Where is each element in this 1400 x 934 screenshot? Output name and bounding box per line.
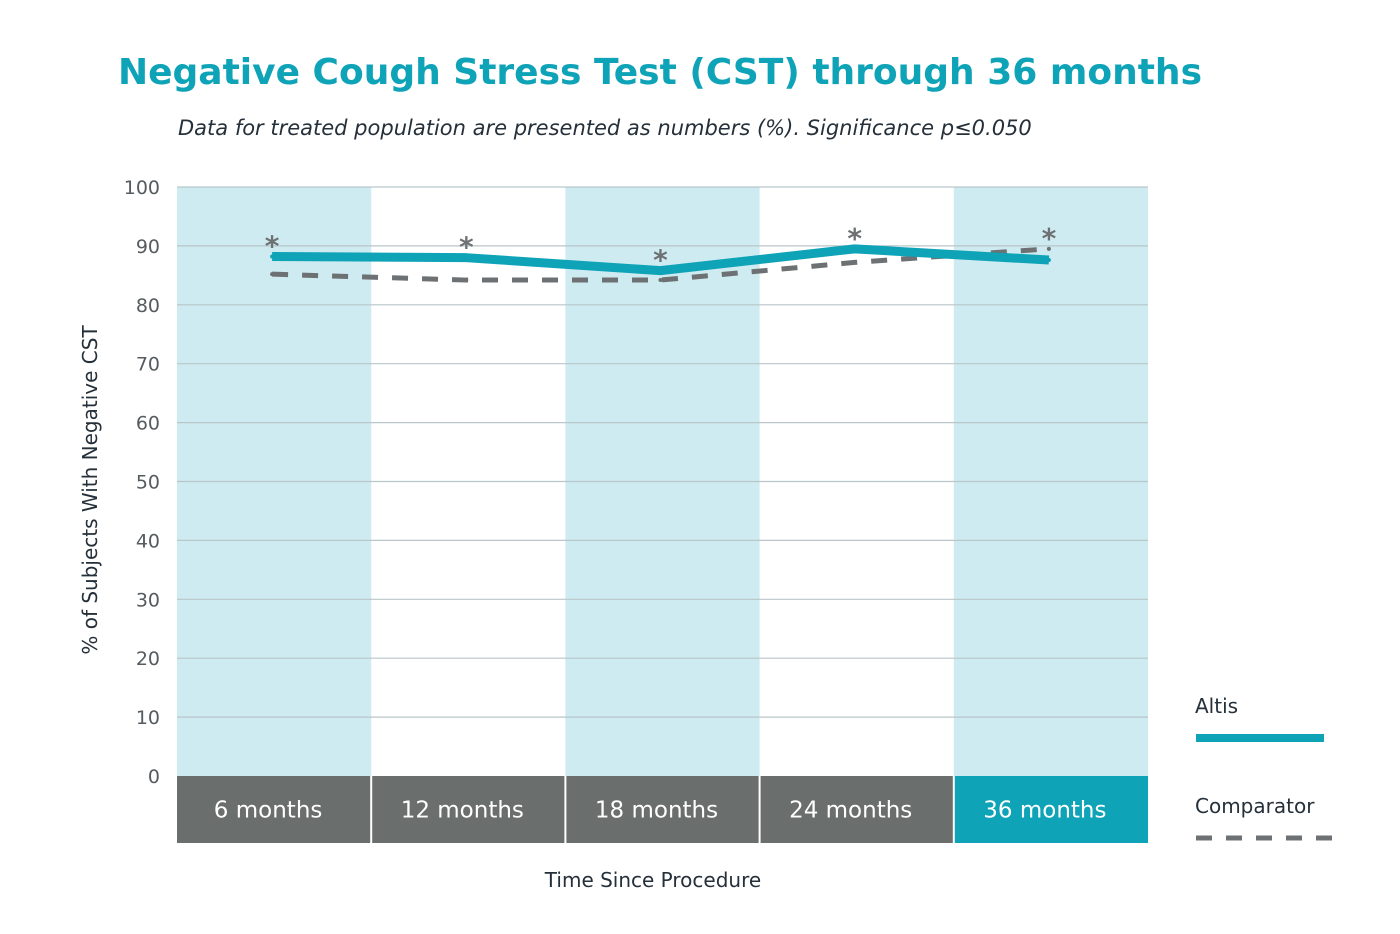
category-bar: 6 months 12 months 18 months 24 months 36 mo… xyxy=(177,776,1148,843)
series-line-comparator xyxy=(272,246,1050,283)
category-cell-5 xyxy=(953,776,1148,843)
significance-marker-4: * xyxy=(847,222,862,255)
category-cell-1 xyxy=(177,776,372,843)
data-point-comparator-2 xyxy=(464,278,469,283)
data-point-comparator-1 xyxy=(270,272,275,277)
data-point-comparator-5 xyxy=(1046,246,1051,251)
data-point-altis-1 xyxy=(270,254,275,259)
category-cell-2 xyxy=(371,776,566,843)
gridlines xyxy=(177,186,1148,718)
data-point-altis-4 xyxy=(852,246,857,251)
chart-subtitle: Data for treated population are presente… xyxy=(178,116,1032,140)
data-point-altis-5 xyxy=(1046,258,1051,263)
y-axis-ticks: 0 10 20 30 40 50 60 70 80 90 100 xyxy=(124,177,160,788)
category-cell-4 xyxy=(759,776,954,843)
y-tick-label-0: 0 xyxy=(148,766,160,788)
legend-label-altis: Altis xyxy=(1195,694,1238,718)
y-tick-label-50: 50 xyxy=(136,472,160,494)
x-axis-title: Time Since Procedure xyxy=(544,868,761,892)
legend: Altis Comparator xyxy=(1195,694,1345,841)
category-cell-3 xyxy=(565,776,760,843)
data-point-altis-2 xyxy=(464,255,469,260)
y-tick-label-20: 20 xyxy=(136,648,160,670)
x-tick-label-1: 6 months xyxy=(214,798,323,824)
chart-title: Negative Cough Stress Test (CST) through… xyxy=(117,52,1202,93)
y-tick-label-70: 70 xyxy=(136,354,160,376)
y-tick-label-60: 60 xyxy=(136,413,160,435)
x-tick-label-2: 12 months xyxy=(401,798,524,824)
significance-marker-5: * xyxy=(1042,222,1057,255)
y-tick-label-30: 30 xyxy=(136,589,160,611)
y-tick-label-100: 100 xyxy=(124,177,160,199)
significance-marker-1: * xyxy=(265,230,280,263)
x-tick-label-5: 36 months xyxy=(983,798,1106,824)
y-tick-label-40: 40 xyxy=(136,530,160,552)
legend-label-comparator: Comparator xyxy=(1195,794,1315,818)
y-axis-title: % of Subjects With Negative CST xyxy=(78,325,102,655)
x-tick-label-4: 24 months xyxy=(789,798,912,824)
y-tick-label-90: 90 xyxy=(136,236,160,258)
series-lines xyxy=(270,244,1051,283)
data-point-altis-3 xyxy=(658,268,663,273)
significance-marker-2: * xyxy=(459,231,474,264)
significance-markers: * * * * * xyxy=(265,222,1057,277)
data-point-comparator-4 xyxy=(852,260,857,265)
x-tick-label-3: 18 months xyxy=(595,798,718,824)
significance-marker-3: * xyxy=(653,244,668,277)
y-tick-label-80: 80 xyxy=(136,295,160,317)
data-point-comparator-3 xyxy=(658,278,663,283)
y-tick-label-10: 10 xyxy=(136,707,160,729)
